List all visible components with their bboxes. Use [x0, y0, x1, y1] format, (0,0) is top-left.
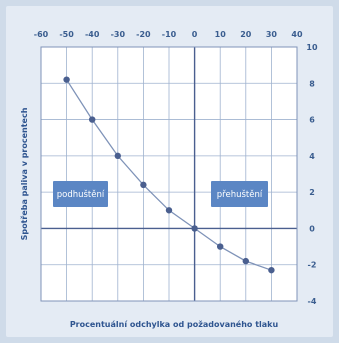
- region-label-text: podhuštění: [57, 189, 105, 200]
- x-tick-labels: -60 -50 -40 -30 -20 -10 0 10 20 30 40: [34, 30, 303, 39]
- region-label-overinflation: přehuštění: [211, 181, 268, 207]
- data-point: [165, 207, 173, 214]
- data-point: [114, 152, 122, 160]
- data-point: [217, 243, 224, 250]
- region-label-text: přehuštění: [217, 189, 263, 200]
- x-tick-label: -60: [34, 30, 49, 39]
- plot-border: [40, 46, 298, 302]
- region-label-box: [211, 181, 268, 207]
- x-tick-label: 10: [215, 30, 227, 39]
- data-series: [63, 76, 275, 274]
- x-tick-label: -50: [59, 30, 74, 39]
- axes: [40, 46, 298, 302]
- x-tick-label: 40: [291, 30, 303, 39]
- y-tick-label: 6: [309, 116, 315, 125]
- y-tick-label: -4: [308, 297, 317, 306]
- x-tick-label: -40: [85, 30, 100, 39]
- data-point: [242, 257, 249, 265]
- region-label-underinflation: podhuštění: [53, 181, 108, 207]
- x-axis-title: Procentuální odchylka od požadovaného tl…: [70, 319, 279, 329]
- region-label-box: [53, 181, 108, 207]
- y-tick-label: 10: [306, 43, 318, 52]
- y-tick-label: 4: [309, 152, 315, 161]
- data-point: [63, 76, 70, 83]
- data-point: [268, 266, 275, 274]
- x-tick-label: -10: [162, 30, 177, 39]
- y-tick-label: 2: [309, 188, 315, 197]
- x-tick-label: 20: [240, 30, 252, 39]
- data-point: [140, 181, 147, 189]
- x-tick-label: -30: [111, 30, 126, 39]
- y-tick-labels: 10 8 6 4 2 0 -2 -4: [306, 43, 318, 306]
- y-tick-label: 8: [309, 79, 315, 88]
- x-tick-label: -20: [136, 30, 151, 39]
- y-tick-label: 0: [309, 224, 315, 233]
- y-axis-title: Spotřeba paliva v procentech: [20, 107, 29, 240]
- data-point: [89, 116, 96, 123]
- x-tick-label: 0: [192, 30, 198, 39]
- data-point: [191, 225, 198, 232]
- x-tick-label: 30: [266, 30, 278, 39]
- y-tick-label: -2: [308, 261, 317, 270]
